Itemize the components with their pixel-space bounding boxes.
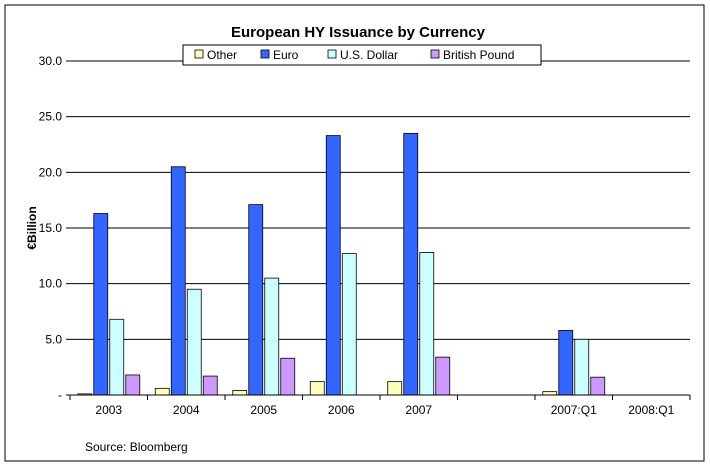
bar-other-2005: [232, 390, 248, 396]
bar-british-pound-2007: [435, 356, 451, 396]
bar-u-s-dollar-2003: [109, 318, 125, 396]
bar-british-pound-2003: [125, 374, 141, 396]
bar-euro-2003: [93, 213, 109, 396]
bar-british-pound-2005: [280, 357, 296, 396]
legend-swatch: [327, 49, 337, 59]
y-tick-label: 25.0: [39, 110, 63, 124]
x-tick-label: 2007: [405, 403, 432, 417]
x-tick-label: 2008:Q1: [628, 403, 674, 417]
bar-euro-2007: [403, 132, 419, 396]
y-tick-label: 15.0: [39, 221, 63, 235]
bar-euro-2004: [170, 166, 186, 396]
bar-british-pound-2007-q1: [590, 376, 606, 396]
x-tick-label: 2006: [328, 403, 355, 417]
y-tick-label: 20.0: [39, 165, 63, 179]
y-tick-label: -: [58, 388, 62, 402]
legend-swatch: [430, 49, 440, 59]
legend: Other Euro U.S. Dollar British Pound: [182, 44, 542, 66]
y-tick-label: 10.0: [39, 277, 63, 291]
bar-other-2004: [154, 387, 170, 396]
y-axis-label: €Billion: [25, 206, 39, 249]
bar-u-s-dollar-2006: [341, 253, 357, 396]
bar-euro-2006: [325, 135, 341, 396]
chart-title: European HY Issuance by Currency: [231, 24, 486, 41]
y-tick-labels: - 5.0 10.0 15.0 20.0 25.0 30.0: [39, 54, 63, 402]
x-tick-labels: 2003 2004 2005 2006 2007 2007:Q1 2008:Q1: [95, 403, 674, 417]
legend-label: U.S. Dollar: [340, 48, 398, 62]
bar-other-2007-q1: [542, 391, 558, 396]
bar-u-s-dollar-2007: [419, 252, 435, 396]
bar-british-pound-2004: [202, 375, 218, 396]
legend-label: British Pound: [443, 48, 514, 62]
x-ticks: [69, 395, 691, 400]
y-tick-label: 5.0: [45, 332, 62, 346]
bar-u-s-dollar-2007-q1: [574, 338, 590, 396]
bar-u-s-dollar-2004: [186, 288, 202, 396]
bar-other-2007: [387, 381, 403, 396]
x-tick-label: 2005: [250, 403, 277, 417]
legend-swatch: [260, 49, 270, 59]
legend-swatch: [194, 49, 204, 59]
bar-euro-2005: [248, 204, 264, 396]
x-tick-label: 2007:Q1: [551, 403, 597, 417]
x-tick-label: 2003: [95, 403, 122, 417]
legend-box: [182, 44, 542, 66]
x-tick-label: 2004: [173, 403, 200, 417]
y-tick-label: 30.0: [39, 54, 63, 68]
bar-euro-2007-q1: [558, 330, 574, 396]
legend-label: Euro: [273, 48, 299, 62]
bars: [77, 132, 606, 396]
source-note: Source: Bloomberg: [85, 440, 188, 454]
bar-u-s-dollar-2005: [264, 277, 280, 396]
bar-other-2006: [309, 381, 325, 396]
legend-label: Other: [207, 48, 237, 62]
